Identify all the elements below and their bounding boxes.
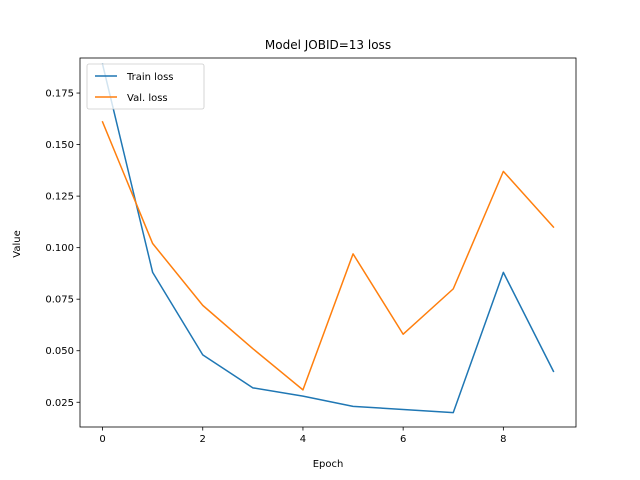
- series-line-train-loss: [101, 63, 555, 414]
- plot-area: [101, 63, 555, 414]
- y-tick-label: 0.100: [45, 243, 74, 254]
- y-tick-label: 0.050: [45, 346, 74, 357]
- y-tick-label: 0.150: [45, 140, 74, 151]
- chart-title: Model JOBID=13 loss: [265, 38, 391, 52]
- y-tick-label: 0.025: [45, 398, 74, 409]
- x-tick-label: 6: [400, 434, 406, 445]
- x-tick-label: 4: [300, 434, 306, 445]
- x-tick-label: 2: [200, 434, 206, 445]
- y-tick-label: 0.125: [45, 192, 74, 203]
- legend-label: Val. loss: [127, 93, 168, 104]
- legend-label: Train loss: [126, 72, 174, 83]
- y-tick-label: 0.175: [45, 89, 74, 100]
- x-axis-label: Epoch: [313, 459, 344, 470]
- y-axis-label: Value: [12, 230, 23, 257]
- axis-ticks: 0 2 4 6 8 0.025 0.050 0.075 0.100 0.125 0.150 0.175: [45, 89, 506, 445]
- series-line-val-loss: [101, 120, 555, 391]
- y-tick-label: 0.075: [45, 295, 74, 306]
- x-tick-label: 8: [500, 434, 506, 445]
- legend: Train loss Val. loss: [86, 63, 205, 110]
- x-tick-label: 0: [99, 434, 105, 445]
- axes-frame: [79, 57, 577, 428]
